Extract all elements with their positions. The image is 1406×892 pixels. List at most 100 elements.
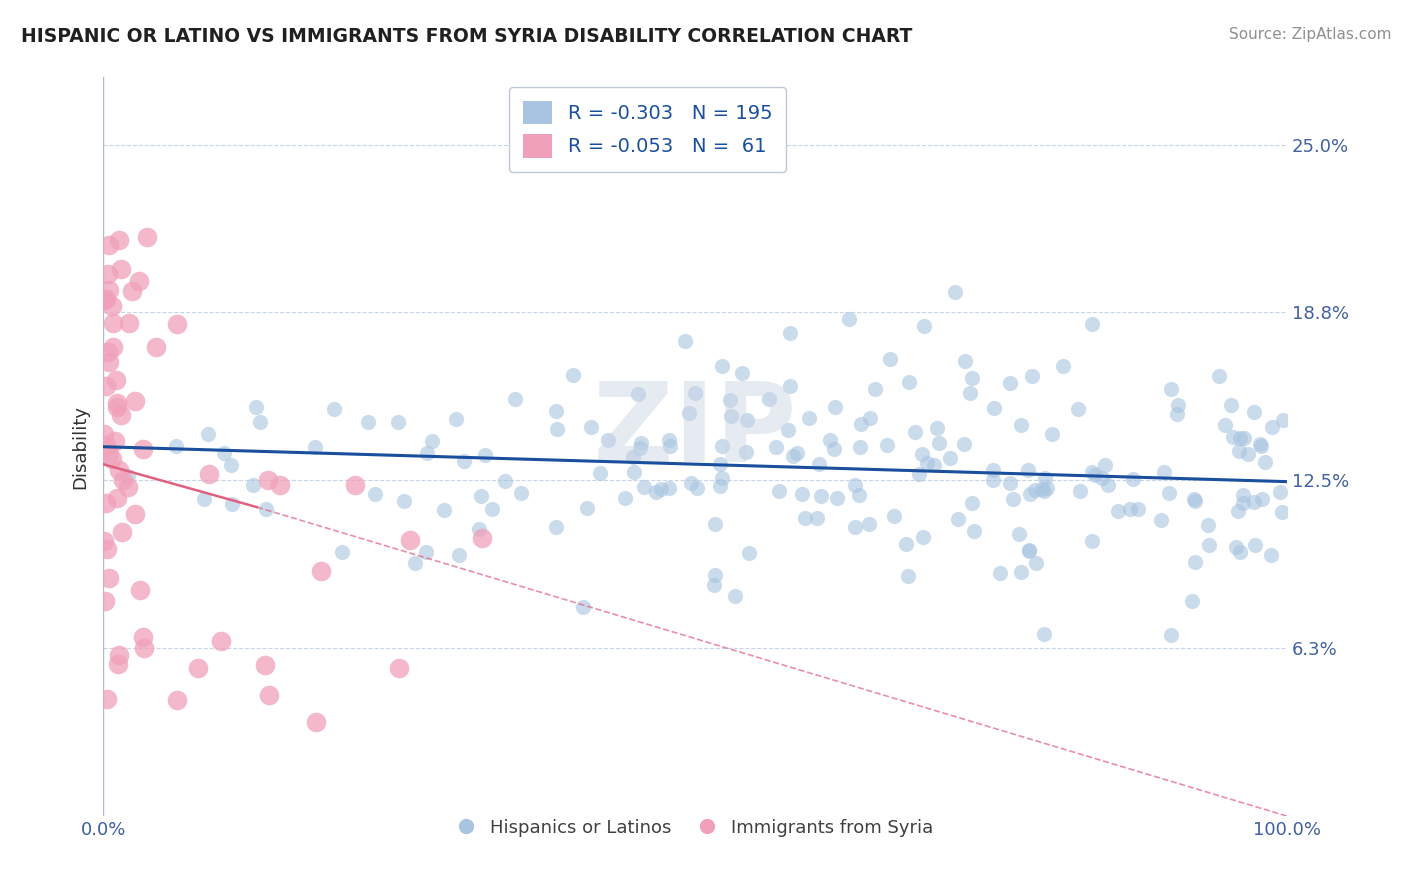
Point (494, 475, 516, 489)
Point (544, 403, 567, 417)
Point (105, 396, 128, 410)
Point (1033, 627, 1056, 641)
Point (1033, 471, 1056, 485)
Point (101, 340, 124, 354)
Point (848, 488, 870, 502)
Point (938, 451, 960, 466)
Point (720, 409, 742, 424)
Point (1052, 359, 1074, 373)
Point (1159, 486, 1181, 500)
Point (844, 520, 866, 534)
Point (1150, 513, 1173, 527)
Point (1084, 468, 1107, 483)
Point (468, 522, 491, 536)
Point (1018, 487, 1040, 501)
Point (1122, 472, 1144, 486)
Point (596, 433, 619, 447)
Point (898, 375, 921, 389)
Point (681, 476, 703, 491)
Point (420, 434, 443, 448)
Point (1181, 594, 1204, 608)
Point (912, 319, 935, 334)
Point (197, 426, 219, 441)
Point (589, 467, 612, 481)
Point (110, 408, 132, 422)
Y-axis label: Disability: Disability (72, 405, 89, 489)
Point (1001, 491, 1024, 506)
Point (211, 634, 233, 648)
Point (1153, 465, 1175, 479)
Point (915, 456, 938, 470)
Point (132, 442, 155, 456)
Point (98, 447, 121, 461)
Point (305, 714, 328, 729)
Point (838, 312, 860, 326)
Point (858, 411, 880, 425)
Point (1091, 470, 1114, 484)
Point (94, 379, 117, 393)
Point (1017, 463, 1039, 477)
Point (145, 340, 167, 354)
Point (399, 533, 422, 547)
Text: HISPANIC OR LATINO VS IMMIGRANTS FROM SYRIA DISABILITY CORRELATION CHART: HISPANIC OR LATINO VS IMMIGRANTS FROM SY… (21, 27, 912, 45)
Point (269, 478, 291, 492)
Point (503, 392, 526, 407)
Point (1018, 543, 1040, 558)
Point (1067, 401, 1090, 416)
Point (704, 568, 727, 582)
Point (1260, 548, 1282, 562)
Point (132, 641, 155, 656)
Point (221, 497, 243, 511)
Point (108, 463, 131, 477)
Point (894, 537, 917, 551)
Point (779, 379, 801, 393)
Point (394, 493, 416, 508)
Point (96, 542, 118, 557)
Point (344, 478, 367, 492)
Point (658, 433, 681, 447)
Point (709, 478, 731, 492)
Point (575, 501, 598, 516)
Point (981, 474, 1004, 488)
Point (844, 478, 866, 492)
Point (1229, 431, 1251, 445)
Point (198, 467, 221, 481)
Point (806, 511, 828, 525)
Point (1160, 628, 1182, 642)
Point (953, 437, 976, 451)
Point (453, 454, 475, 468)
Point (1126, 502, 1149, 516)
Point (165, 439, 187, 453)
Point (304, 440, 326, 454)
Point (1226, 504, 1249, 518)
Point (254, 657, 277, 672)
Point (1024, 483, 1046, 497)
Point (254, 502, 277, 516)
Point (447, 549, 470, 563)
Point (546, 520, 568, 534)
Point (132, 630, 155, 644)
Point (1182, 492, 1205, 507)
Point (928, 436, 950, 450)
Point (703, 578, 725, 592)
Point (765, 440, 787, 454)
Point (1031, 482, 1053, 496)
Point (1040, 426, 1063, 441)
Point (983, 401, 1005, 416)
Point (1233, 431, 1256, 445)
Point (1213, 417, 1236, 432)
Point (998, 376, 1021, 390)
Point (645, 484, 668, 499)
Point (404, 556, 426, 570)
Point (387, 415, 409, 429)
Text: Source: ZipAtlas.com: Source: ZipAtlas.com (1229, 27, 1392, 42)
Point (1243, 495, 1265, 509)
Point (724, 589, 747, 603)
Point (953, 354, 976, 368)
Point (685, 386, 707, 401)
Point (820, 433, 842, 447)
Point (628, 441, 651, 455)
Point (135, 230, 157, 244)
Point (912, 530, 935, 544)
Point (792, 487, 814, 501)
